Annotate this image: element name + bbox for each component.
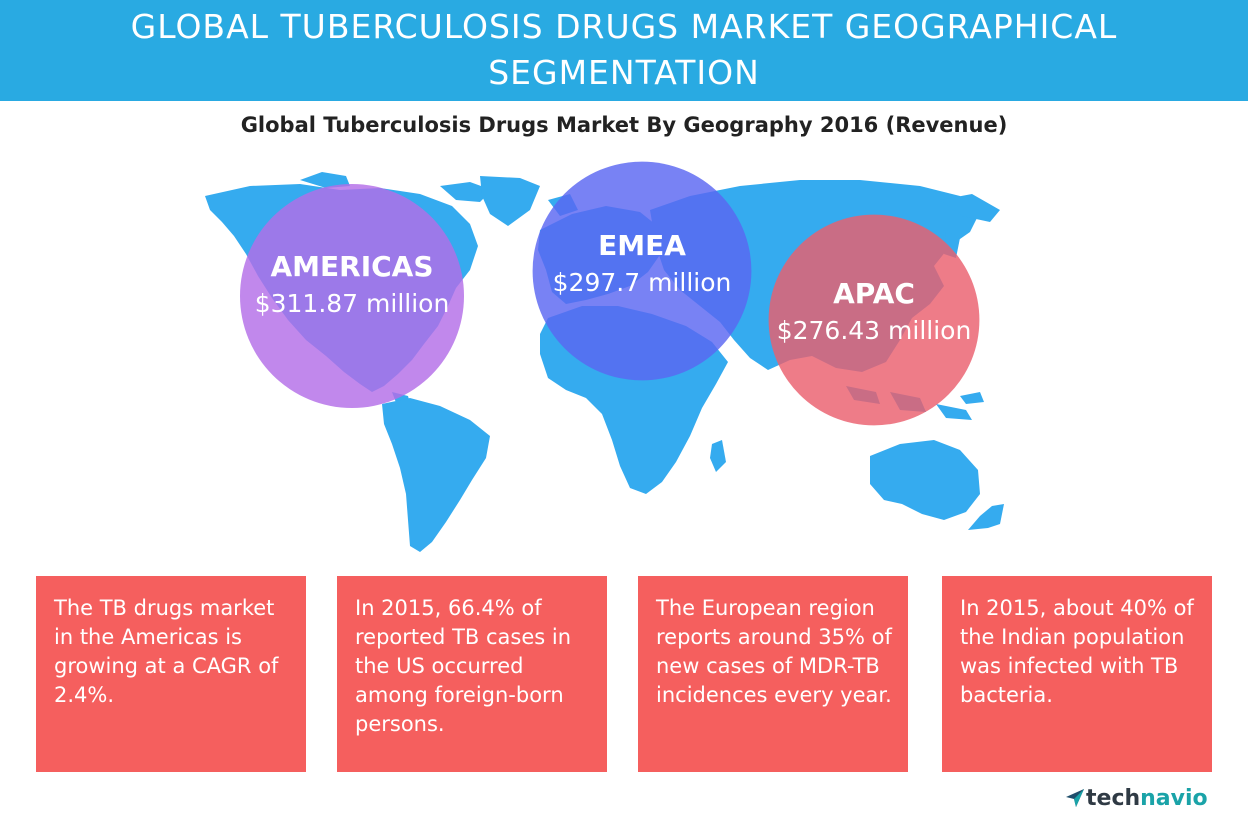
americas-revenue-value: $311.87 million [254, 289, 450, 318]
apac-label-group: APAC $276.43 million [777, 276, 972, 350]
apac-revenue-value: $276.43 million [776, 316, 972, 345]
title-banner: GLOBAL TUBERCULOSIS DRUGS MARKET GEOGRAP… [0, 0, 1248, 101]
technavio-arrow-icon [1066, 789, 1084, 807]
emea-bubble [532, 161, 752, 381]
apac-region-name: APAC [833, 277, 915, 310]
region-bubbles [240, 161, 980, 426]
fact-box-americas: The TB drugs market in the Americas is g… [36, 576, 306, 772]
emea-label-group: EMEA $297.7 million [553, 228, 732, 302]
logo-prefix: tech [1086, 785, 1141, 811]
banner-title-line-1: GLOBAL TUBERCULOSIS DRUGS MARKET GEOGRAP… [130, 7, 1118, 46]
chart-title: Global Tuberculosis Drugs Market By Geog… [240, 113, 1008, 137]
fact-box-india: In 2015, about 40% of the Indian populat… [942, 576, 1212, 772]
americas-region-name: AMERICAS [270, 250, 434, 283]
emea-region-name: EMEA [598, 229, 686, 262]
banner-title-line-2: SEGMENTATION [488, 53, 760, 92]
fact-text: The European region reports around 35% o… [656, 596, 892, 707]
technavio-logo: technavio [1064, 784, 1208, 812]
technavio-wordmark: technavio [1086, 786, 1208, 811]
fact-box-us: In 2015, 66.4% of reported TB cases in t… [337, 576, 607, 772]
emea-revenue-value: $297.7 million [552, 268, 732, 297]
fact-box-europe: The European region reports around 35% o… [638, 576, 908, 772]
fact-text: In 2015, about 40% of the Indian populat… [960, 596, 1194, 707]
americas-label-group: AMERICAS $311.87 million [255, 249, 450, 323]
fact-text: In 2015, 66.4% of reported TB cases in t… [355, 596, 572, 736]
apac-bubble [768, 214, 980, 426]
americas-bubble [240, 184, 464, 408]
fact-text: The TB drugs market in the Americas is g… [54, 596, 279, 707]
logo-suffix: navio [1140, 785, 1208, 811]
